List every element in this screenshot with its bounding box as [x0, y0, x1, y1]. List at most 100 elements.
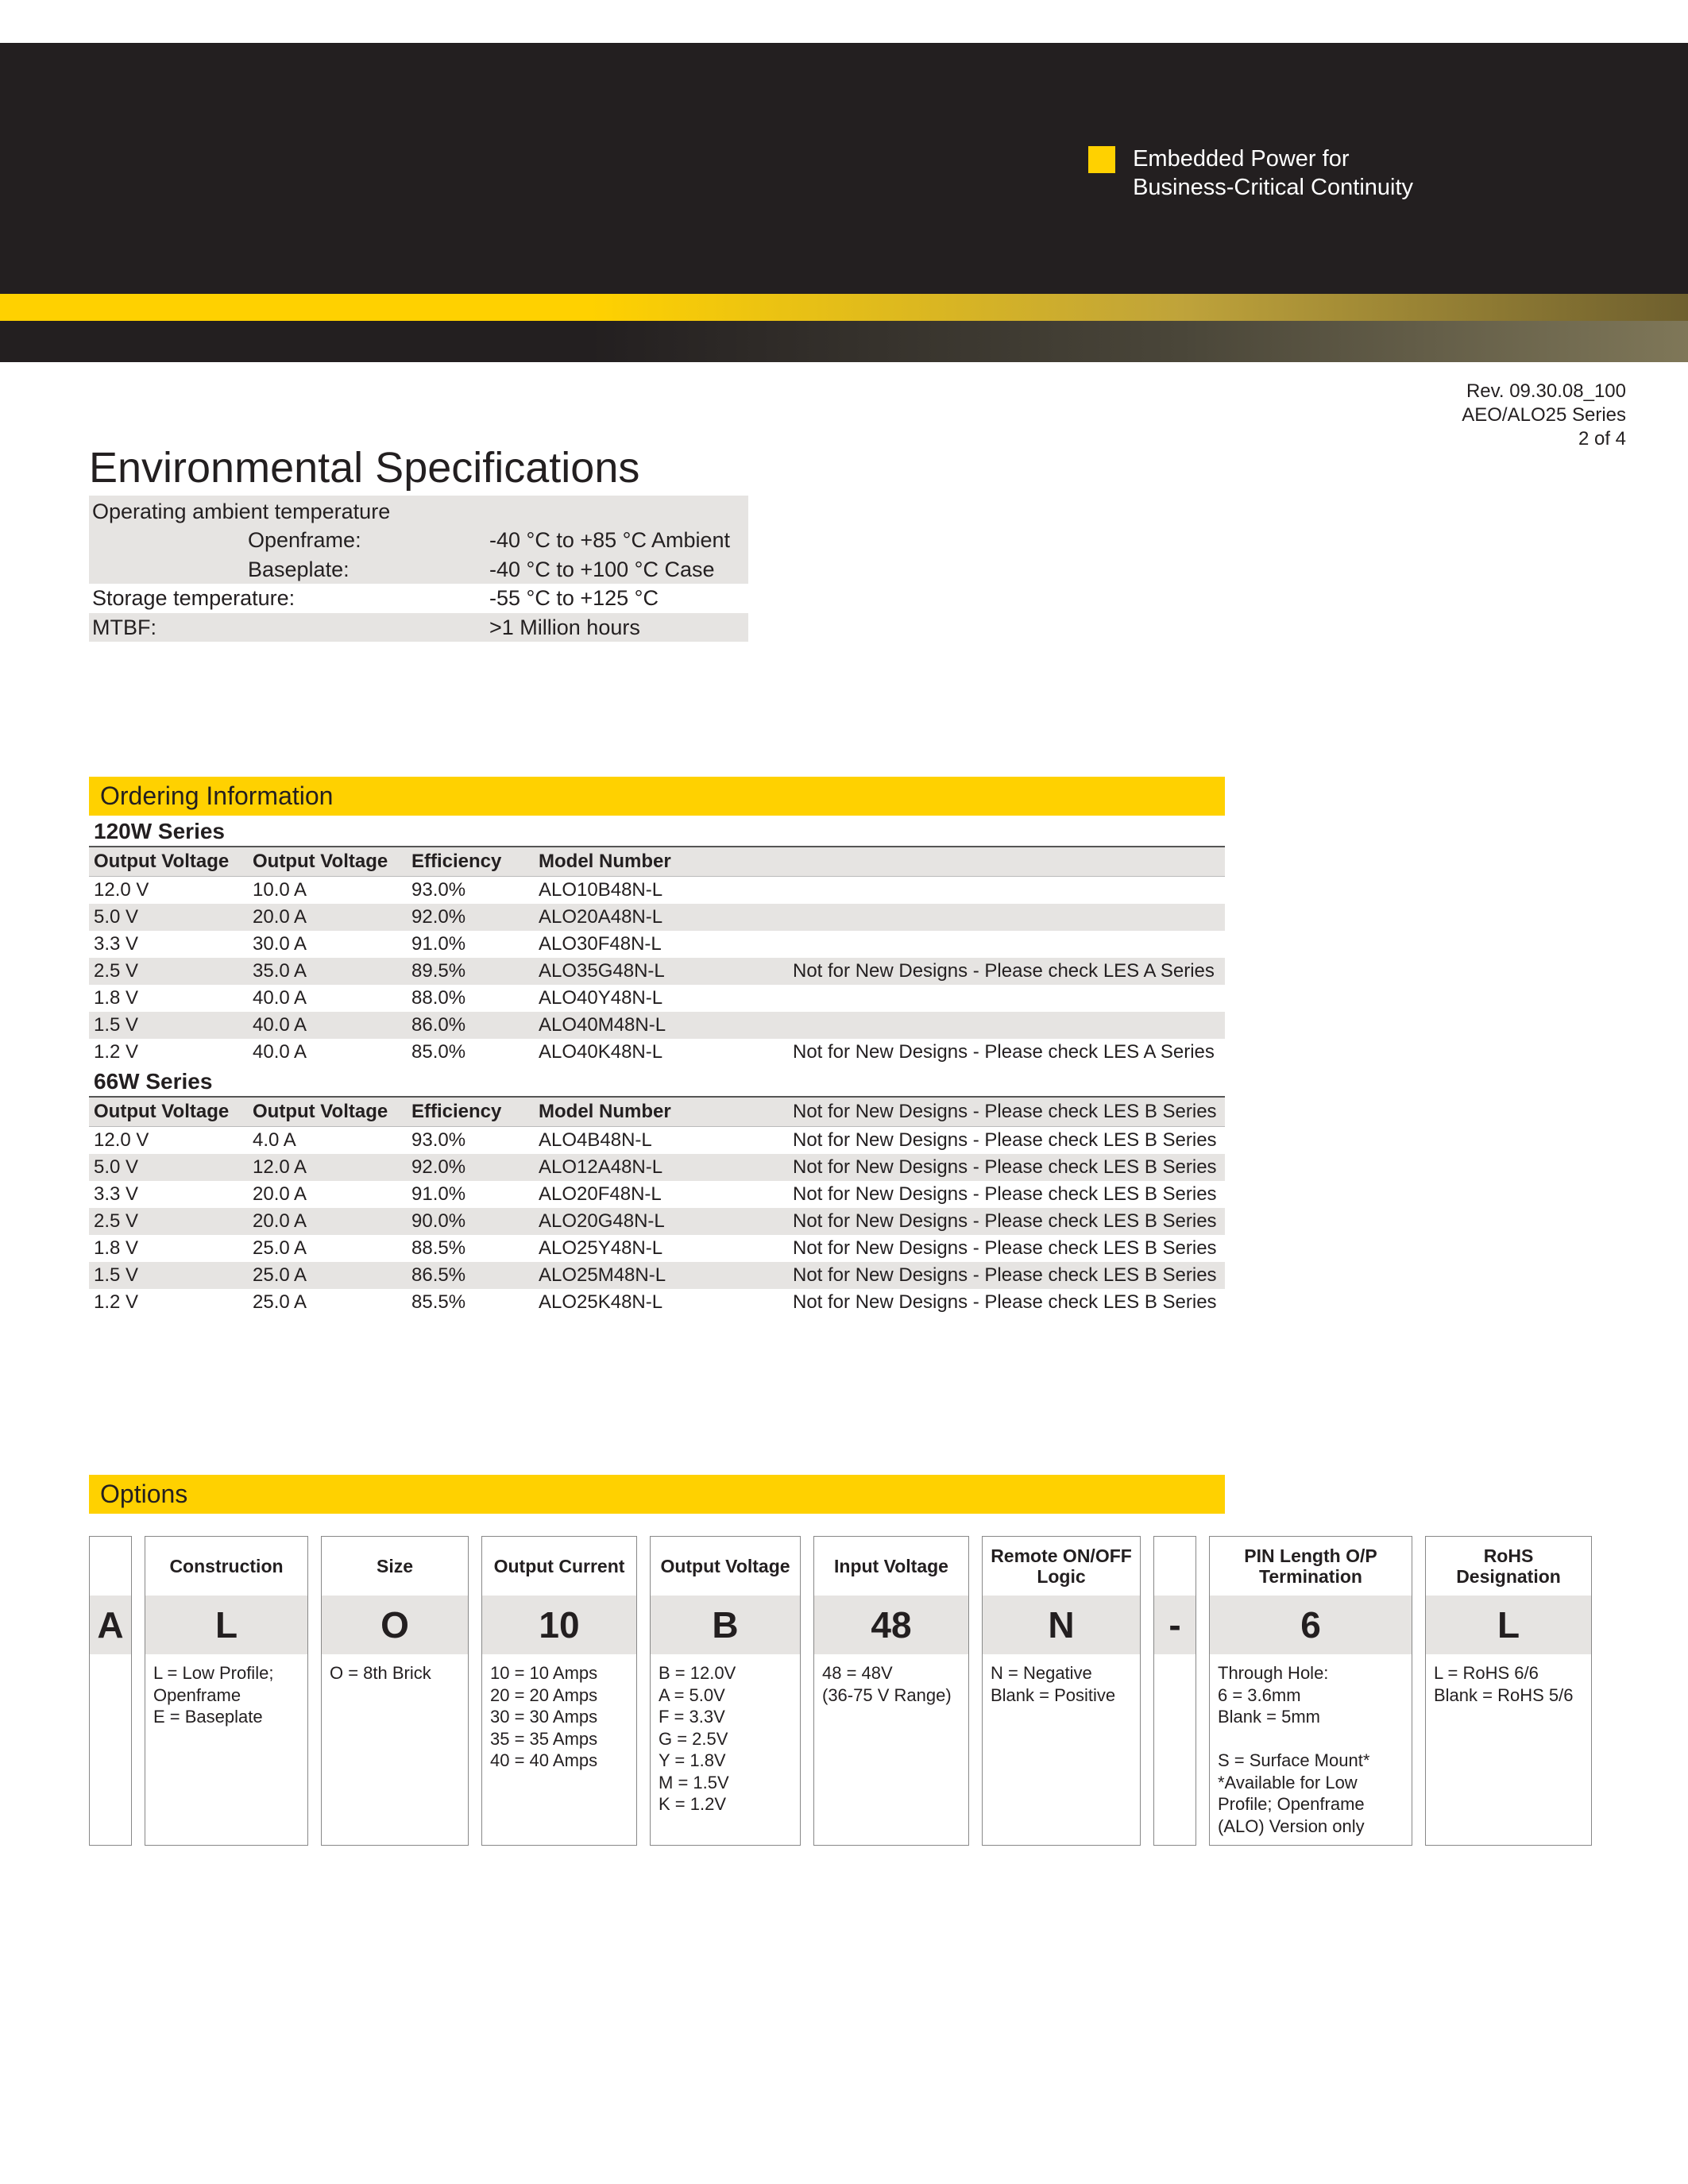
- table-cell: 1.2 V: [89, 1289, 248, 1316]
- table-cell: Not for New Designs - Please check LES B…: [788, 1181, 1225, 1208]
- option-box: PIN Length O/P Termination6Through Hole:…: [1209, 1536, 1412, 1846]
- option-desc: B = 12.0V A = 5.0V F = 3.3V G = 2.5V Y =…: [651, 1654, 800, 1845]
- header-banner: Embedded Power for Business-Critical Con…: [0, 43, 1688, 294]
- series-title: 66W Series: [89, 1066, 1225, 1098]
- table-cell: 5.0 V: [89, 1154, 248, 1181]
- column-header: Model Number: [534, 1098, 788, 1127]
- table-cell: Not for New Designs - Please check LES A…: [788, 958, 1225, 985]
- table-row: 2.5 V35.0 A89.5%ALO35G48N-LNot for New D…: [89, 958, 1225, 985]
- option-box: ConstructionLL = Low Profile; Openframe …: [145, 1536, 308, 1846]
- table-cell: [788, 904, 1225, 931]
- table-cell: 86.0%: [407, 1012, 534, 1039]
- yellow-gradient-bar: [0, 294, 1688, 321]
- table-cell: 92.0%: [407, 904, 534, 931]
- table-cell: 4.0 A: [248, 1127, 407, 1155]
- env-baseplate-value: -40 °C to +100 °C Case: [489, 555, 748, 584]
- option-code: 10: [482, 1596, 636, 1654]
- table-row: 1.8 V40.0 A88.0%ALO40Y48N-L: [89, 985, 1225, 1012]
- table-cell: ALO35G48N-L: [534, 958, 788, 985]
- option-head: Size: [322, 1537, 468, 1596]
- table-cell: 10.0 A: [248, 877, 407, 905]
- option-fixed-box: A: [89, 1536, 132, 1846]
- revision-box: Rev. 09.30.08_100 AEO/ALO25 Series 2 of …: [1462, 380, 1626, 451]
- option-code: A: [90, 1596, 131, 1654]
- table-cell: 1.5 V: [89, 1012, 248, 1039]
- table-cell: 91.0%: [407, 931, 534, 958]
- table-cell: 12.0 A: [248, 1154, 407, 1181]
- table-cell: 2.5 V: [89, 958, 248, 985]
- table-cell: ALO25Y48N-L: [534, 1235, 788, 1262]
- option-fixed-box: -: [1153, 1536, 1196, 1846]
- ordering-table: Output VoltageOutput VoltageEfficiencyMo…: [89, 1098, 1225, 1316]
- env-openframe-label: Openframe:: [89, 526, 489, 554]
- table-cell: ALO25K48N-L: [534, 1289, 788, 1316]
- table-cell: ALO40M48N-L: [534, 1012, 788, 1039]
- table-cell: Not for New Designs - Please check LES B…: [788, 1208, 1225, 1235]
- env-openframe-value: -40 °C to +85 °C Ambient: [489, 526, 748, 554]
- table-cell: 12.0 V: [89, 877, 248, 905]
- table-cell: 85.0%: [407, 1039, 534, 1066]
- table-cell: 20.0 A: [248, 1208, 407, 1235]
- column-header: Not for New Designs - Please check LES B…: [788, 1098, 1225, 1127]
- brand-square-icon: [1088, 146, 1115, 173]
- table-cell: 12.0 V: [89, 1127, 248, 1155]
- options-title-bar: Options: [89, 1475, 1225, 1514]
- table-cell: 35.0 A: [248, 958, 407, 985]
- table-row: 5.0 V12.0 A92.0%ALO12A48N-LNot for New D…: [89, 1154, 1225, 1181]
- table-cell: 91.0%: [407, 1181, 534, 1208]
- column-header: Output Voltage: [248, 1098, 407, 1127]
- table-row: 12.0 V4.0 A93.0%ALO4B48N-LNot for New De…: [89, 1127, 1225, 1155]
- table-cell: [788, 931, 1225, 958]
- table-cell: ALO4B48N-L: [534, 1127, 788, 1155]
- option-head: RoHS Designation: [1426, 1537, 1591, 1596]
- table-cell: 40.0 A: [248, 1039, 407, 1066]
- brand-tagline: Embedded Power for Business-Critical Con…: [1088, 145, 1413, 203]
- option-box: Output VoltageBB = 12.0V A = 5.0V F = 3.…: [650, 1536, 801, 1846]
- option-desc: L = Low Profile; Openframe E = Baseplate: [145, 1654, 307, 1845]
- black-gradient-bar: [0, 321, 1688, 362]
- table-cell: 90.0%: [407, 1208, 534, 1235]
- env-baseplate-label: Baseplate:: [89, 555, 489, 584]
- option-code: 48: [814, 1596, 968, 1654]
- table-cell: ALO20A48N-L: [534, 904, 788, 931]
- option-desc: Through Hole: 6 = 3.6mm Blank = 5mm S = …: [1210, 1654, 1412, 1845]
- table-cell: 93.0%: [407, 1127, 534, 1155]
- option-code: N: [983, 1596, 1140, 1654]
- table-cell: 88.0%: [407, 985, 534, 1012]
- table-cell: 25.0 A: [248, 1289, 407, 1316]
- option-head: Remote ON/OFF Logic: [983, 1537, 1140, 1596]
- tagline-line-1: Embedded Power for: [1133, 146, 1349, 172]
- table-row: 3.3 V30.0 A91.0%ALO30F48N-L: [89, 931, 1225, 958]
- table-cell: 85.5%: [407, 1289, 534, 1316]
- option-head: Construction: [145, 1537, 307, 1596]
- option-desc: L = RoHS 6/6 Blank = RoHS 5/6: [1426, 1654, 1591, 1845]
- table-cell: 89.5%: [407, 958, 534, 985]
- table-cell: 1.5 V: [89, 1262, 248, 1289]
- ordering-block: Ordering Information 120W SeriesOutput V…: [89, 777, 1225, 1316]
- table-cell: Not for New Designs - Please check LES B…: [788, 1235, 1225, 1262]
- table-cell: 88.5%: [407, 1235, 534, 1262]
- column-header: Model Number: [534, 847, 788, 877]
- table-row: 1.5 V40.0 A86.0%ALO40M48N-L: [89, 1012, 1225, 1039]
- table-cell: 92.0%: [407, 1154, 534, 1181]
- column-header: Output Voltage: [89, 1098, 248, 1127]
- env-storage-value: -55 °C to +125 °C: [489, 584, 748, 612]
- table-cell: Not for New Designs - Please check LES B…: [788, 1262, 1225, 1289]
- table-row: 2.5 V20.0 A90.0%ALO20G48N-LNot for New D…: [89, 1208, 1225, 1235]
- table-cell: 30.0 A: [248, 931, 407, 958]
- option-desc: O = 8th Brick: [322, 1654, 468, 1845]
- column-header: [788, 847, 1225, 877]
- option-code: -: [1154, 1596, 1196, 1654]
- table-cell: 1.8 V: [89, 985, 248, 1012]
- table-row: 5.0 V20.0 A92.0%ALO20A48N-L: [89, 904, 1225, 931]
- table-cell: ALO40K48N-L: [534, 1039, 788, 1066]
- table-cell: ALO30F48N-L: [534, 931, 788, 958]
- option-head: Output Current: [482, 1537, 636, 1596]
- table-cell: 20.0 A: [248, 1181, 407, 1208]
- table-cell: ALO12A48N-L: [534, 1154, 788, 1181]
- env-mtbf-label: MTBF:: [89, 613, 489, 642]
- table-cell: Not for New Designs - Please check LES B…: [788, 1127, 1225, 1155]
- table-cell: 1.2 V: [89, 1039, 248, 1066]
- table-cell: 25.0 A: [248, 1235, 407, 1262]
- column-header: Output Voltage: [248, 847, 407, 877]
